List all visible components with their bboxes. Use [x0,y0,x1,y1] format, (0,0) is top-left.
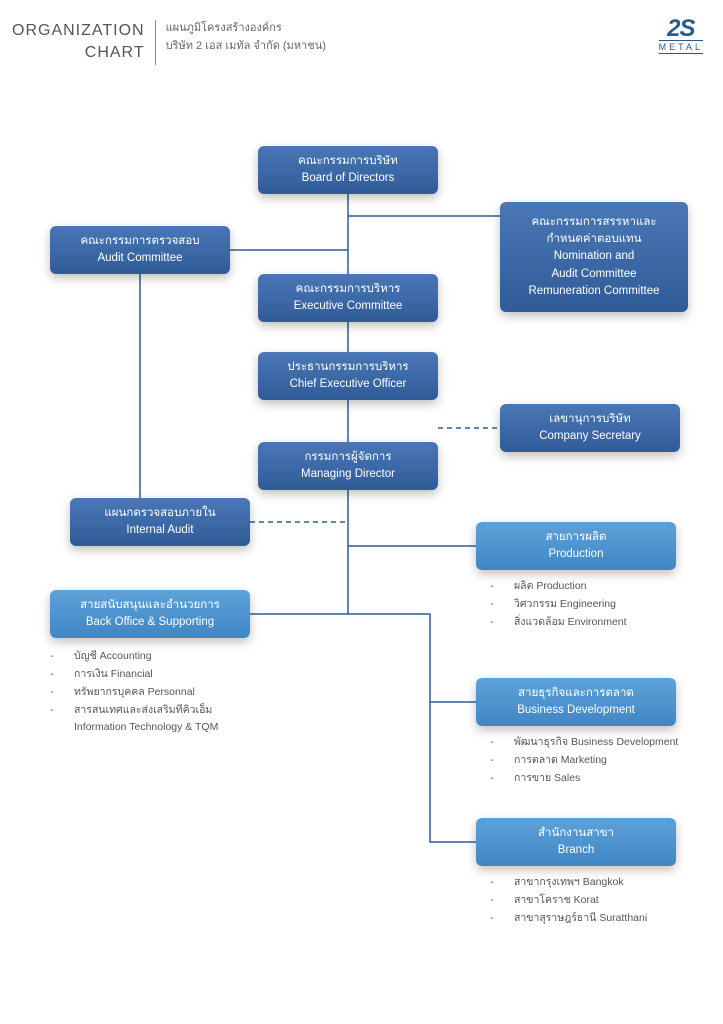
org-node-ceo: ประธานกรรมการบริหารChief Executive Offic… [258,352,438,400]
list-dash: - [490,596,514,614]
header-title-block: ORGANIZATION CHART [12,20,156,65]
org-node-board: คณะกรรมการบริษัทBoard of Directors [258,146,438,194]
list-item: -สาขาสุราษฎร์ธานี Suratthani [490,910,647,928]
org-node-label: Audit Committee [551,266,636,283]
org-node-label: สายการผลิต [545,529,606,546]
list-dash: - [490,752,514,770]
header-title-line2: CHART [12,42,145,64]
org-node-label: Nomination and [554,248,635,265]
org-node-label: Internal Audit [126,522,193,539]
list-text: ผลิต Production [514,578,587,596]
list-item: Information Technology & TQM [50,719,218,737]
list-dash [50,719,74,737]
org-node-label: เลขานุการบริษัท [549,411,630,428]
list-item: -สารสนเทศและส่งเสริมทีคิวเอ็ม [50,702,218,720]
org-node-label: แผนกตรวจสอบภายใน [104,505,215,522]
org-node-label: Managing Director [301,466,395,483]
org-node-label: สายสนับสนุนและอำนวยการ [80,597,220,614]
header-subtitle-block: แผนภูมิโครงสร้างองค์กร บริษัท 2 เอส เมทั… [156,20,326,55]
list-text: การขาย Sales [514,770,580,788]
org-node-label: Board of Directors [302,170,395,187]
list-item: -ผลิต Production [490,578,627,596]
org-node-label: Business Development [517,702,635,719]
org-node-label: Company Secretary [539,428,641,445]
page-header: ORGANIZATION CHART แผนภูมิโครงสร้างองค์ก… [12,20,326,65]
branch-sublist: -สาขากรุงเทพฯ Bangkok-สาขาโคราช Korat-สา… [490,874,647,928]
company-logo: 2S METAL [659,18,703,54]
list-text: สิ่งแวดล้อม Environment [514,614,627,632]
org-node-label: คณะกรรมการบริหาร [296,281,401,298]
list-dash: - [50,648,74,666]
org-node-label: Branch [558,842,594,859]
list-dash: - [490,892,514,910]
list-dash: - [490,614,514,632]
list-text: สารสนเทศและส่งเสริมทีคิวเอ็ม [74,702,212,720]
org-node-label: กำหนดค่าตอบแทน [546,231,641,248]
list-item: -สาขากรุงเทพฯ Bangkok [490,874,647,892]
org-node-audit: คณะกรรมการตรวจสอบAudit Committee [50,226,230,274]
list-text: วิศวกรรม Engineering [514,596,616,614]
list-text: พัฒนาธุรกิจ Business Development [514,734,678,752]
org-node-nomrem: คณะกรรมการสรรหาและกำหนดค่าตอบแทนNominati… [500,202,688,312]
list-item: -การขาย Sales [490,770,678,788]
list-dash: - [50,666,74,684]
org-node-label: Back Office & Supporting [86,614,214,631]
org-node-label: Production [549,546,604,563]
list-item: -บัญชี Accounting [50,648,218,666]
org-node-prod: สายการผลิตProduction [476,522,676,570]
org-node-label: Executive Committee [294,298,403,315]
logo-bottom: METAL [659,40,703,54]
list-item: -สาขาโคราช Korat [490,892,647,910]
header-subtitle-line1: แผนภูมิโครงสร้างองค์กร [166,20,326,38]
org-node-bizdev: สายธุรกิจและการตลาดBusiness Development [476,678,676,726]
org-node-md: กรรมการผู้จัดการManaging Director [258,442,438,490]
org-node-label: สายธุรกิจและการตลาด [518,685,634,702]
list-text: สาขากรุงเทพฯ Bangkok [514,874,624,892]
logo-top: 2S [659,18,703,40]
list-dash: - [490,874,514,892]
org-node-label: Audit Committee [97,250,182,267]
list-text: บัญชี Accounting [74,648,152,666]
header-title-line1: ORGANIZATION [12,20,145,42]
list-dash: - [490,770,514,788]
org-node-label: คณะกรรมการบริษัท [298,153,398,170]
org-node-ia: แผนกตรวจสอบภายในInternal Audit [70,498,250,546]
list-item: -การเงิน Financial [50,666,218,684]
backoffice-sublist: -บัญชี Accounting-การเงิน Financial-ทรัพ… [50,648,218,737]
org-node-label: Remuneration Committee [528,283,659,300]
org-node-exec: คณะกรรมการบริหารExecutive Committee [258,274,438,322]
org-node-branch: สำนักงานสาขาBranch [476,818,676,866]
org-node-secy: เลขานุการบริษัทCompany Secretary [500,404,680,452]
org-node-label: Chief Executive Officer [290,376,407,393]
list-item: -วิศวกรรม Engineering [490,596,627,614]
list-dash: - [490,734,514,752]
list-text: Information Technology & TQM [74,719,218,737]
org-node-label: คณะกรรมการสรรหาและ [531,214,656,231]
org-node-back: สายสนับสนุนและอำนวยการBack Office & Supp… [50,590,250,638]
org-node-label: สำนักงานสาขา [538,825,614,842]
list-item: -พัฒนาธุรกิจ Business Development [490,734,678,752]
org-node-label: กรรมการผู้จัดการ [304,449,391,466]
bizdev-sublist: -พัฒนาธุรกิจ Business Development-การตลา… [490,734,678,788]
org-node-label: คณะกรรมการตรวจสอบ [80,233,199,250]
production-sublist: -ผลิต Production-วิศวกรรม Engineering-สิ… [490,578,627,632]
list-dash: - [50,684,74,702]
org-node-label: ประธานกรรมการบริหาร [287,359,408,376]
header-subtitle-line2: บริษัท 2 เอส เมทัล จำกัด (มหาชน) [166,38,326,56]
list-dash: - [490,910,514,928]
list-item: -การตลาด Marketing [490,752,678,770]
list-item: -สิ่งแวดล้อม Environment [490,614,627,632]
list-text: สาขาโคราช Korat [514,892,599,910]
list-dash: - [50,702,74,720]
list-text: ทรัพยากรบุคคล Personnal [74,684,195,702]
list-item: -ทรัพยากรบุคคล Personnal [50,684,218,702]
list-text: การเงิน Financial [74,666,153,684]
list-text: การตลาด Marketing [514,752,607,770]
list-text: สาขาสุราษฎร์ธานี Suratthani [514,910,647,928]
list-dash: - [490,578,514,596]
